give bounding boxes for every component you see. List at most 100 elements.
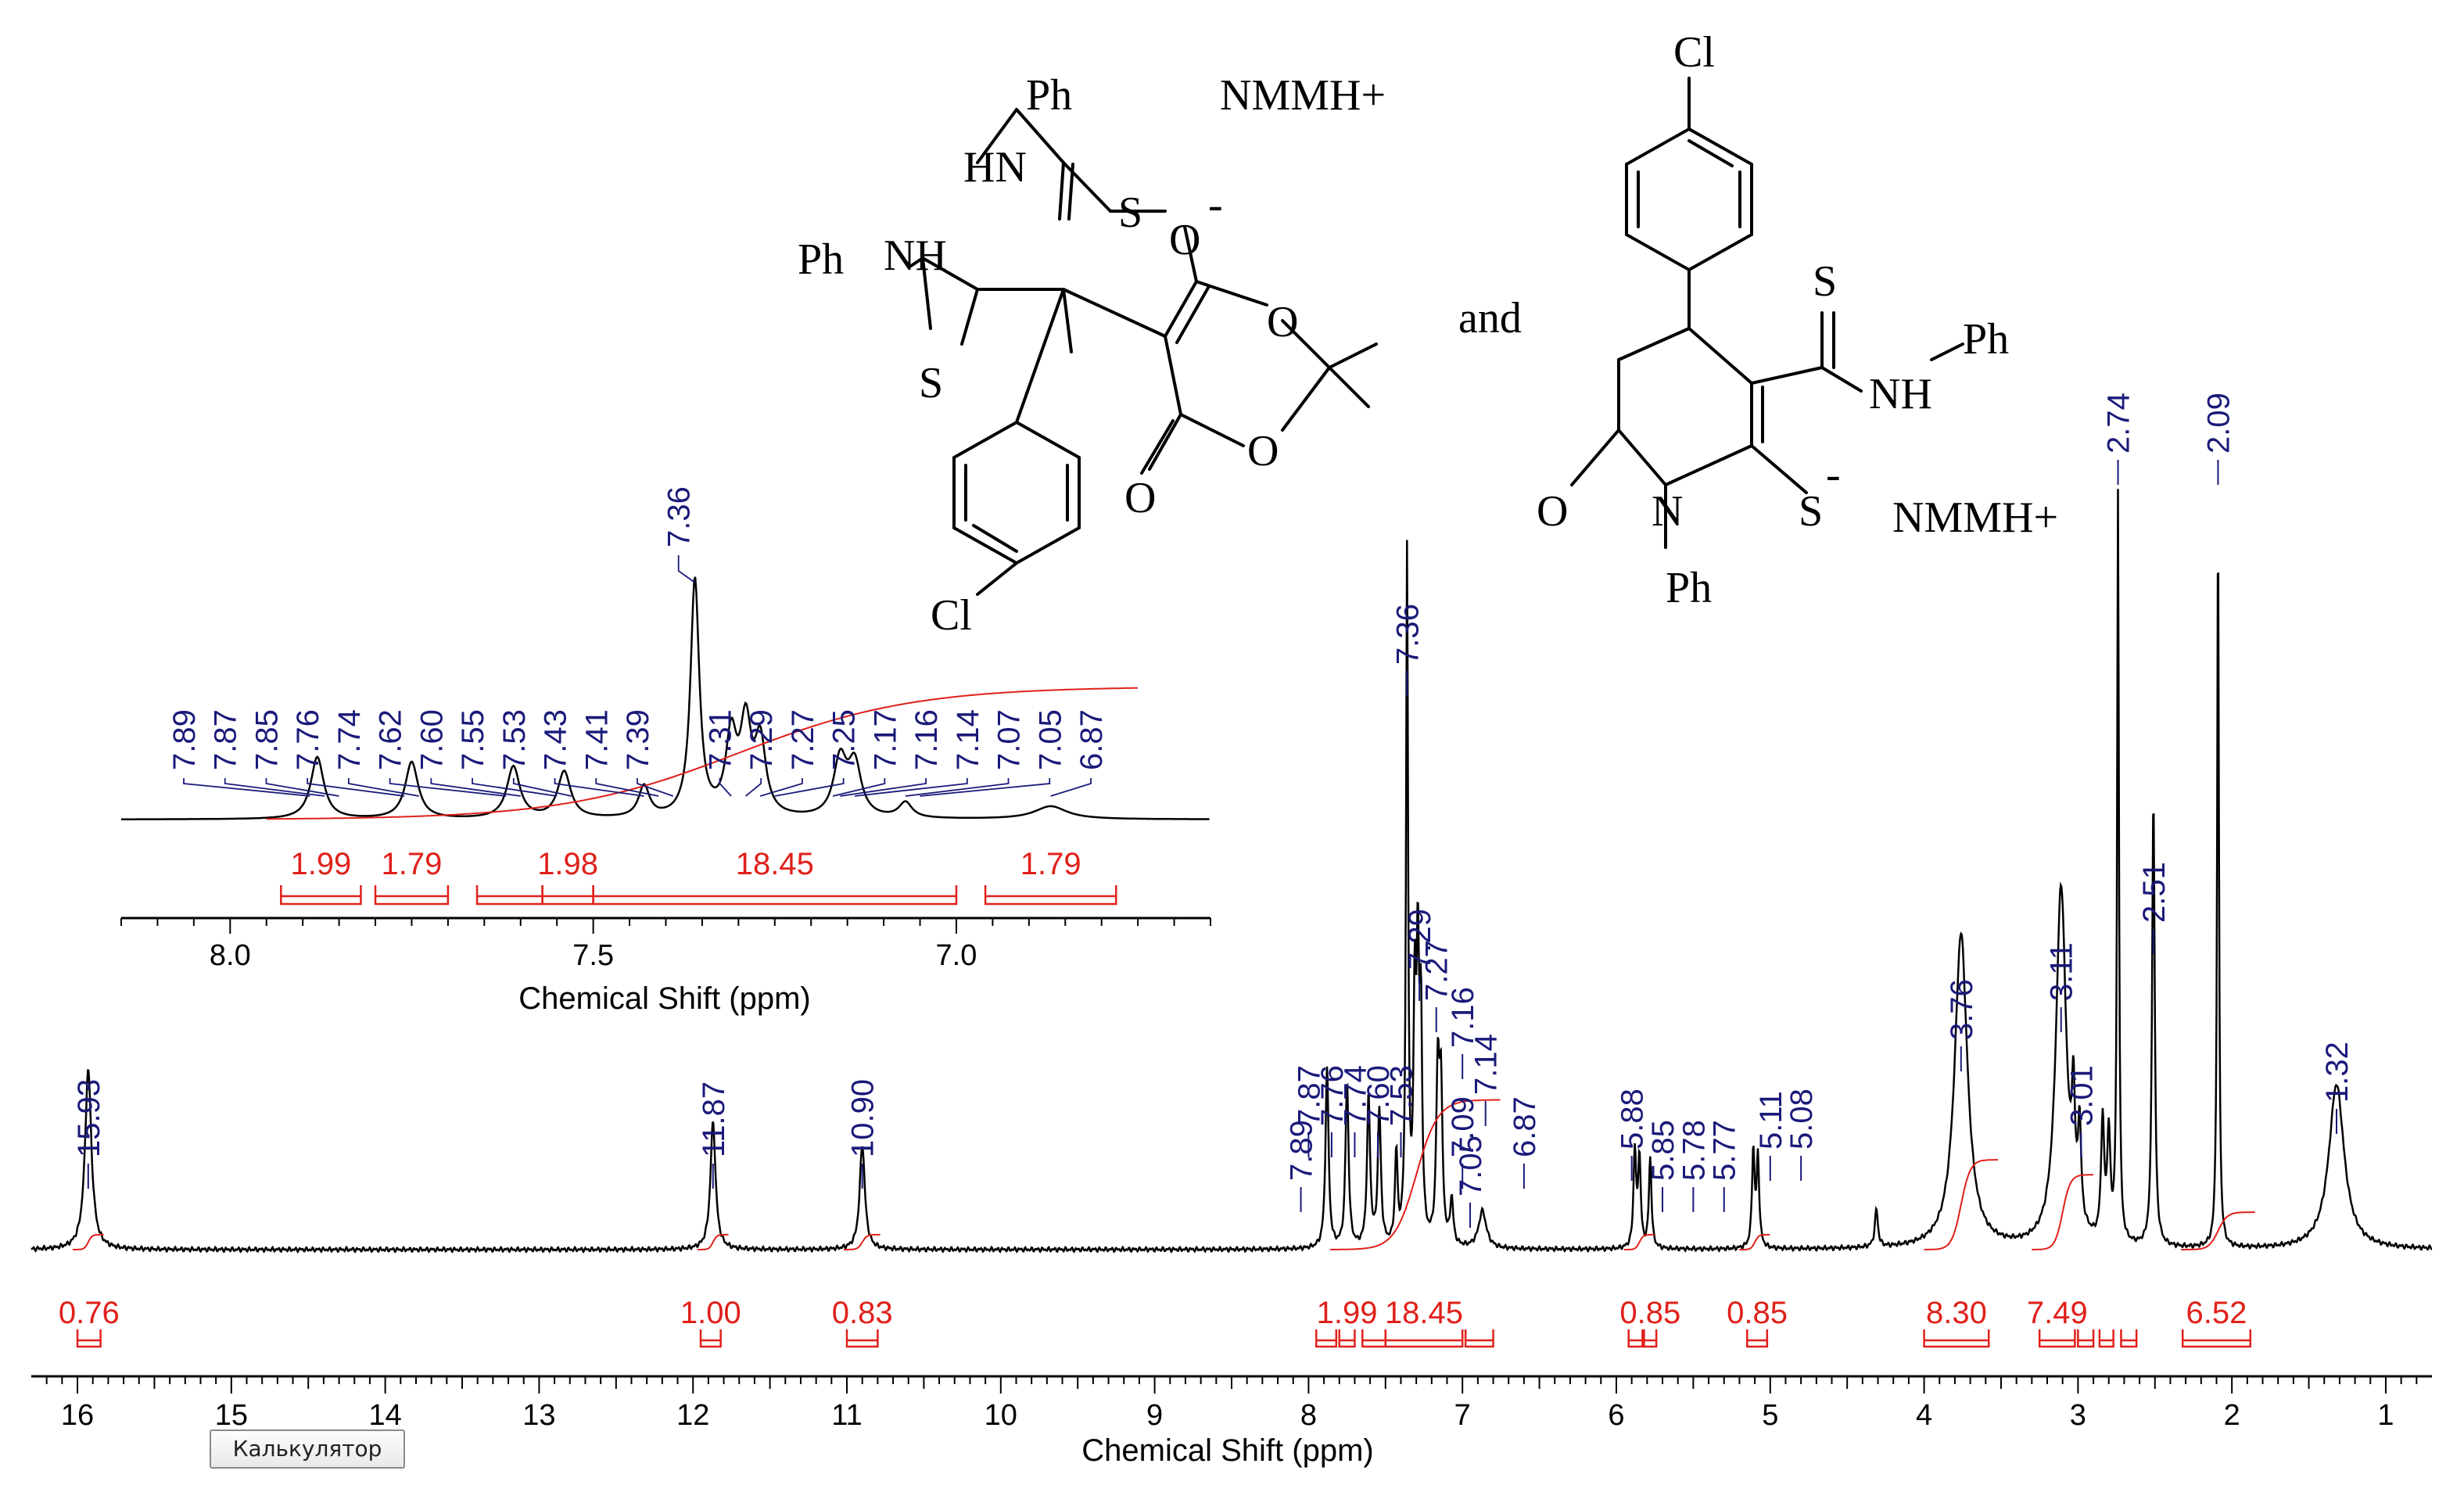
chem-cl-left: Cl	[931, 591, 972, 640]
main-integral-bracket	[2038, 1329, 2076, 1348]
chem-o-ring-top: O	[1267, 298, 1298, 346]
inset-integral-bracket	[592, 885, 958, 906]
inset-peak-leader	[920, 778, 1051, 797]
inset-tick-label: 7.5	[572, 939, 614, 972]
main-integral-value: 6.52	[2186, 1296, 2247, 1330]
inset-peak-leader	[595, 778, 659, 797]
chem-o-carbonyl: O	[1124, 474, 1156, 522]
main-peak-label: 5.85	[1646, 1120, 1680, 1181]
main-integral-bracket	[2181, 1329, 2252, 1348]
chem-charge-right: -	[1826, 450, 1841, 499]
chem-ph-right-bottom: Ph	[1666, 564, 1712, 612]
main-tick-label: 3	[2070, 1399, 2086, 1432]
main-peak-label: 7.53	[1384, 1065, 1419, 1126]
main-tick-label: 14	[368, 1399, 401, 1432]
inset-peak-label: 7.89	[167, 709, 202, 770]
inset-integral-curve	[266, 687, 1139, 820]
main-peak-label: 7.27	[1420, 940, 1454, 1001]
main-peak-label: 7.36	[1390, 604, 1425, 665]
main-integral-curve	[2032, 1174, 2094, 1250]
main-peak-label: 7.14	[1469, 1034, 1504, 1095]
inset-integral-bracket	[374, 885, 450, 906]
main-integral-bracket	[1643, 1329, 1658, 1348]
inset-integral-value: 1.79	[382, 847, 443, 881]
inset-integral-bracket	[984, 885, 1117, 906]
inset-peak-labels: 7.89 7.87 7.85 7.76 7.74 7.62 7.60 7.55 7.53 7.43…	[167, 486, 1109, 797]
chem-s-right-anion: S	[1799, 487, 1823, 536]
main-integral-bracket	[76, 1329, 102, 1348]
main-x-axis-title: Chemical Shift (ppm)	[1081, 1433, 1373, 1468]
inset-peak-label: 7.87	[209, 709, 243, 770]
main-peak-label: 5.88	[1616, 1089, 1650, 1150]
main-tick-label: 9	[1146, 1399, 1163, 1432]
inset-integral-bracket	[280, 885, 362, 906]
main-peak-label: 2.51	[2137, 862, 2172, 923]
main-tick-label: 13	[522, 1399, 555, 1432]
main-integral-value: 0.85	[1619, 1296, 1680, 1330]
main-tick-label: 16	[61, 1399, 94, 1432]
inset-peak-leader	[224, 778, 325, 797]
inset-peak-leader	[183, 778, 310, 797]
chem-connector: and	[1458, 294, 1522, 343]
inset-integral-value: 1.99	[290, 847, 351, 881]
main-integral-value: 0.85	[1727, 1296, 1788, 1330]
inset-spectrum-line	[121, 576, 1210, 820]
inset-peak-label: 7.55	[456, 709, 490, 770]
inset-peak-label: 7.29	[744, 709, 779, 770]
chem-nh-right: NH	[1869, 370, 1932, 418]
main-integral-curve	[1739, 1233, 1770, 1250]
inset-peak-leader	[677, 555, 696, 583]
inset-peak-label: 7.74	[332, 709, 367, 770]
main-tick-label: 8	[1300, 1399, 1317, 1432]
inset-peak-leader	[759, 778, 803, 797]
main-peak-label: 1.32	[2320, 1042, 2355, 1103]
chem-charge-left: -	[1208, 181, 1223, 229]
inset-peak-leader	[512, 778, 572, 797]
chem-s-left: S	[919, 359, 943, 407]
main-tick-label: 15	[215, 1399, 248, 1432]
main-integral-bracket	[2077, 1329, 2095, 1348]
main-integral-bracket	[1361, 1329, 1387, 1348]
main-peak-label: 7.60	[1361, 1065, 1396, 1126]
chem-s-top: S	[1118, 188, 1142, 237]
main-integral-bracket	[1923, 1329, 1990, 1348]
main-peak-label: 7.05	[1454, 1135, 1488, 1196]
inset-peak-label: 7.62	[374, 709, 408, 770]
inset-integral-bracket	[541, 885, 594, 906]
chem-nmmh-right: NMMH+	[1892, 493, 2058, 542]
main-tick-label: 6	[1608, 1399, 1624, 1432]
inset-peak-label: 6.87	[1074, 709, 1109, 770]
inset-peak-leader	[265, 778, 339, 797]
inset-peak-label: 7.41	[579, 709, 614, 770]
inset-peak-leader	[1050, 778, 1092, 797]
main-peak-label: 2.74	[2102, 393, 2136, 454]
main-peak-label: 5.77	[1708, 1120, 1742, 1181]
main-tick-label: 12	[676, 1399, 709, 1432]
main-integral-bracket	[845, 1329, 879, 1348]
main-integral-value: 0.83	[832, 1296, 893, 1330]
inset-peak-leader	[389, 778, 507, 797]
main-integral-curve	[844, 1233, 881, 1250]
main-peak-label: 11.87	[697, 1082, 731, 1157]
main-peak-label: 3.01	[2064, 1065, 2099, 1126]
main-integral-value: 8.30	[1926, 1296, 1987, 1330]
inset-peak-label: 7.36	[662, 486, 697, 547]
chem-cl-right: Cl	[1673, 28, 1715, 77]
main-integral-bracket	[2120, 1329, 2138, 1348]
main-integral-bracket	[1384, 1329, 1464, 1348]
main-peak-label: 7.89	[1285, 1120, 1319, 1181]
inset-integral-bracket	[475, 885, 543, 906]
main-peak-label: 3.11	[2045, 942, 2079, 1001]
inset-integral-value: 1.79	[1020, 847, 1081, 881]
main-peak-label: 7.09	[1446, 1096, 1480, 1157]
inset-peak-label: 7.85	[249, 709, 284, 770]
inset-spectrum: 1.99 1.79 1.98 18.45 1.79 7.89 7.87 7.85 7.76 7.7…	[121, 486, 1210, 906]
main-integral-curve	[2181, 1211, 2255, 1250]
left-structure-bonds	[909, 108, 1378, 596]
calculator-taskbar-button[interactable]: Калькулятор	[210, 1429, 405, 1469]
inset-peak-leader	[472, 778, 558, 797]
main-integral-curve	[698, 1233, 729, 1250]
main-peak-label: 7.74	[1338, 1065, 1372, 1126]
main-integral-value: 18.45	[1385, 1296, 1463, 1330]
